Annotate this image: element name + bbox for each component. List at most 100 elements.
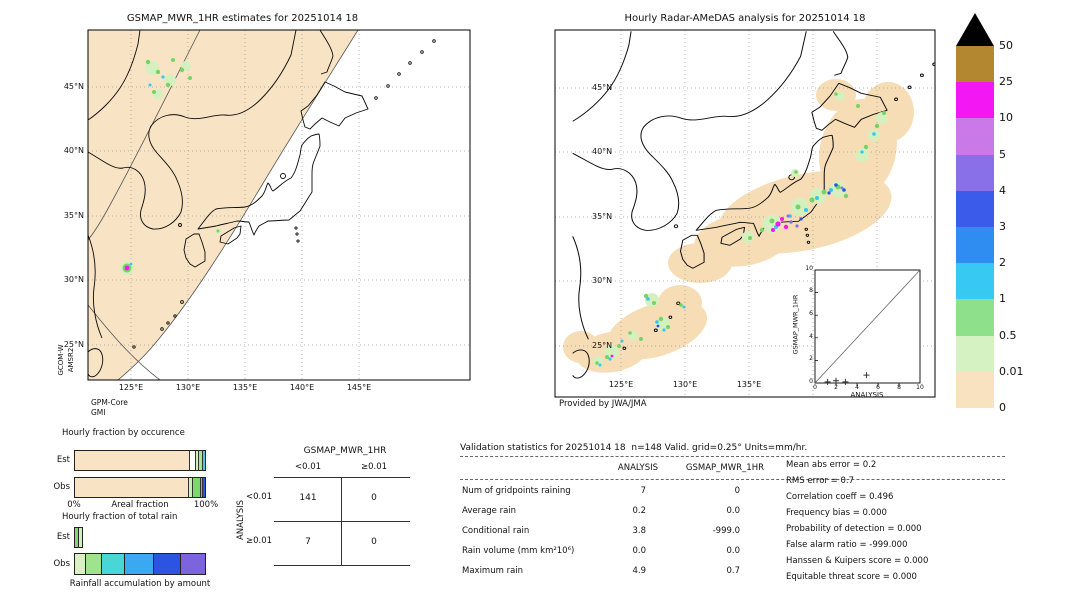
left-map — [88, 30, 470, 380]
colorbar-label: 2 — [999, 256, 1006, 270]
sensor-label-gmi: GMI — [91, 408, 106, 417]
bar-segment — [74, 527, 80, 548]
occurrence-panel-title: Hourly fraction by occurence — [62, 428, 185, 438]
inset-xlabel: ANALYSIS — [850, 391, 884, 399]
left-map-lon-label: 140°E — [289, 383, 315, 392]
metric-row: Correlation coeff = 0.496 — [786, 492, 894, 503]
contingency-row-header: <0.01 — [246, 492, 273, 502]
right-map-lon-label: 135°E — [736, 380, 762, 389]
colorbar-label: 25 — [999, 75, 1013, 89]
metric-value: 0.000 — [892, 572, 917, 582]
bar-segment — [101, 553, 126, 575]
contingency-rule — [274, 477, 410, 478]
stats-value-analysis: 0.2 — [632, 506, 646, 516]
metric-label: Mean abs error = — [786, 460, 860, 470]
total-rain-est-bar — [74, 527, 206, 548]
stats-row-label: Average rain — [462, 506, 517, 516]
metric-row: False alarm ratio = -999.000 — [786, 540, 908, 551]
occurrence-obs-bar — [74, 477, 206, 498]
contingency-rule — [341, 477, 342, 565]
right-map-lat-label: 40°N — [592, 147, 613, 156]
metric-label: Hanssen & Kuipers score = — [786, 556, 902, 566]
left-map-lat-label: 45°N — [63, 82, 84, 91]
bar-segment — [154, 553, 181, 575]
metric-value: 0.7 — [840, 476, 854, 486]
contingency-value: 0 — [371, 537, 377, 547]
contingency-title: GSMAP_MWR_1HR — [303, 446, 387, 456]
metric-value: 0.496 — [869, 492, 894, 502]
contingency-col-header: <0.01 — [294, 462, 322, 472]
right-map-frame — [554, 29, 936, 398]
left-map-lon-label: 135°E — [232, 383, 258, 392]
metric-row: RMS error = 0.7 — [786, 476, 854, 487]
inset-ytick: 10 — [805, 265, 813, 272]
bar-segment — [194, 451, 199, 470]
areal-axis-max: 100% — [193, 500, 219, 510]
left-map-lat-label: 35°N — [63, 211, 84, 220]
colorbar-cell — [956, 335, 994, 372]
colorbar-label: 0.5 — [999, 328, 1017, 342]
inset-xtick: 10 — [916, 384, 924, 391]
bar-segment — [79, 527, 84, 548]
sensor-label-amsr2: AMSR2 — [67, 347, 75, 373]
metric-row: Equitable threat score = 0.000 — [786, 572, 917, 583]
metric-row: Probability of detection = 0.000 — [786, 524, 922, 535]
obs-row-label: Obs — [53, 482, 70, 492]
contingency-rule — [274, 565, 410, 566]
bar-segment — [85, 553, 102, 575]
stats-value-gsmap: 0.0 — [726, 506, 740, 516]
bar-segment — [199, 478, 203, 497]
stats-header: Validation statistics for 20251014 18 n=… — [460, 443, 808, 453]
bar-segment — [180, 553, 206, 575]
contingency-value: 7 — [305, 537, 311, 547]
contingency-value: 0 — [371, 493, 377, 503]
inset-ytick: 2 — [809, 355, 813, 362]
stats-col-analysis: ANALYSIS — [617, 463, 658, 473]
metric-value: 0.000 — [862, 508, 887, 518]
bar-segment — [188, 478, 192, 497]
inset-xtick: 2 — [834, 384, 838, 391]
total-rain-obs-bar — [74, 553, 206, 575]
bar-segment — [75, 451, 190, 470]
stats-row-label: Conditional rain — [462, 526, 530, 536]
colorbar-label: 4 — [999, 183, 1006, 197]
metric-label: RMS error = — [786, 476, 838, 486]
est-row-label: Est — [56, 532, 70, 542]
colorbar-cells — [956, 46, 994, 408]
stats-row-label: Num of gridpoints raining — [462, 486, 571, 496]
metric-value: 0.000 — [897, 524, 922, 534]
colorbar-cell — [956, 82, 994, 119]
inset-xtick: 4 — [855, 384, 859, 391]
metric-label: Frequency bias = — [786, 508, 860, 518]
bar-segment — [189, 451, 195, 470]
left-map-lat-label: 30°N — [63, 275, 84, 284]
bar-segment — [198, 451, 203, 470]
sensor-label-gpmcore: GPM-Core — [91, 398, 128, 407]
colorbar-label: 3 — [999, 220, 1006, 233]
stats-row-label: Rain volume (mm km²10⁶) — [462, 546, 575, 556]
bar-segment — [74, 553, 86, 575]
inset-xtick: 8 — [897, 384, 901, 391]
bar-segment — [202, 478, 205, 497]
contingency-col-header: ≥0.01 — [360, 462, 388, 472]
stats-col-gsmap: GSMAP_MWR_1HR — [685, 463, 764, 473]
left-map-lat-label: 25°N — [63, 340, 84, 349]
total-rain-panel-title: Hourly fraction of total rain — [62, 512, 178, 522]
right-map-lat-label: 25°N — [592, 341, 613, 350]
inset-ylabel: GSMAP_MWR_1HR — [791, 294, 800, 355]
bar-segment — [191, 478, 200, 497]
colorbar-cell — [956, 190, 994, 227]
colorbar-cell — [956, 263, 994, 300]
metric-value: 0.2 — [862, 460, 877, 470]
right-map-lon-label: 125°E — [608, 380, 634, 389]
colorbar-overflow-triangle — [956, 13, 994, 46]
left-map-lon-label: 145°E — [346, 383, 372, 392]
stats-value-gsmap: 0.0 — [726, 546, 740, 556]
inset-scatter-points — [824, 372, 870, 385]
right-map-title: Hourly Radar-AMeDAS analysis for 2025101… — [624, 13, 866, 24]
stats-value-gsmap: 0 — [734, 486, 740, 496]
right-map-rain-speckles — [593, 91, 888, 367]
left-map-frame — [87, 29, 471, 381]
right-map-lat-label: 35°N — [592, 212, 613, 221]
